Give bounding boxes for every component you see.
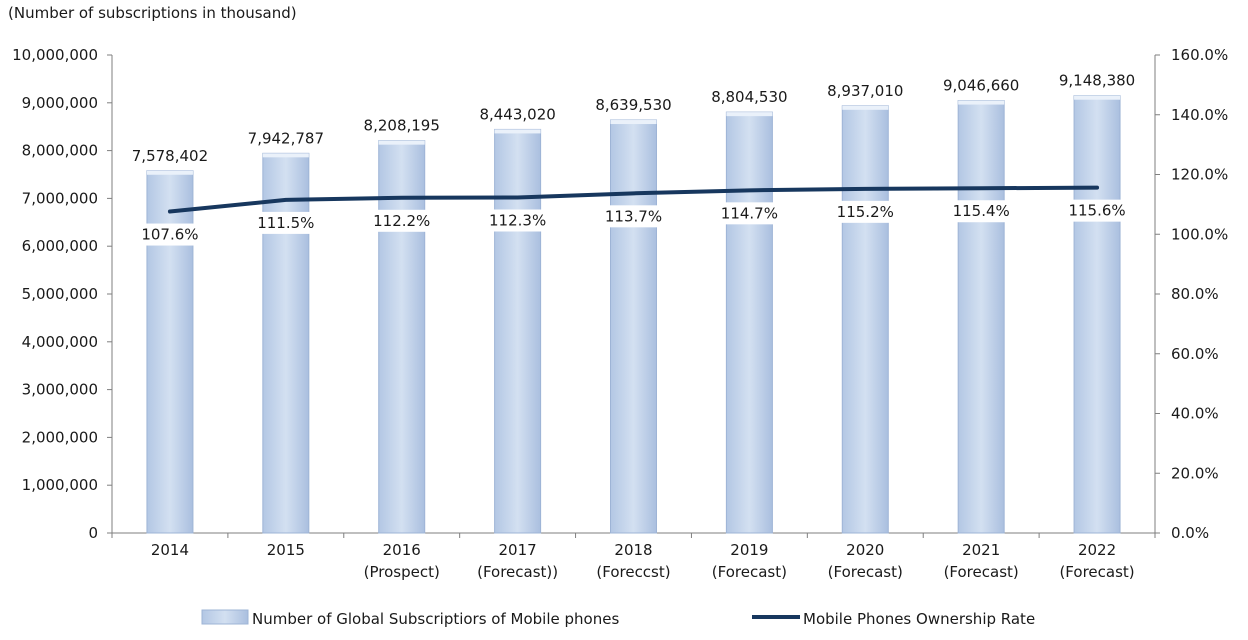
bar-value-label: 8,443,020 (479, 105, 555, 123)
rate-value-label: 113.7% (605, 207, 662, 225)
rate-label-bg (945, 200, 1018, 223)
x-tick-label: 2018 (614, 541, 652, 559)
bar-top-highlight (146, 170, 193, 175)
bar-top-highlight (958, 100, 1005, 105)
bar-value-label: 8,639,530 (595, 96, 671, 114)
bar-value-label: 9,046,660 (943, 77, 1019, 95)
right-tick-label: 60.0% (1171, 345, 1219, 363)
left-tick-label: 3,000,000 (22, 381, 98, 399)
legend-swatch-bars (201, 609, 249, 625)
x-tick-label: (Foreccst) (596, 563, 670, 581)
rate-value-label: 111.5% (257, 214, 314, 232)
left-tick-label: 9,000,000 (22, 94, 98, 112)
bar-top-highlight (378, 140, 425, 145)
x-tick-label: (Forecast) (828, 563, 903, 581)
bar-top-highlight (842, 105, 889, 110)
left-tick-label: 0 (88, 524, 98, 542)
x-tick-label: 2017 (499, 541, 537, 559)
bar-top-highlight (726, 112, 773, 117)
bar-top-highlight (494, 129, 541, 134)
left-tick-label: 4,000,000 (22, 333, 98, 351)
unit-label: (Number of subscriptions in thousand) (8, 4, 297, 22)
rate-label-bg (829, 200, 902, 223)
rate-label-bg (1061, 199, 1134, 222)
rate-value-label: 112.2% (373, 212, 430, 230)
rate-value-label: 115.2% (837, 203, 894, 221)
x-tick-label: 2014 (151, 541, 189, 559)
right-tick-label: 40.0% (1171, 405, 1219, 423)
x-tick-label: (Forecast) (1059, 563, 1134, 581)
left-tick-label: 10,000,000 (12, 46, 98, 64)
right-tick-label: 120.0% (1171, 166, 1228, 184)
rate-label-bg (597, 205, 670, 228)
legend-label-line: Mobile Phones Ownership Rate (803, 610, 1035, 628)
x-tick-label: (Forecast) (712, 563, 787, 581)
rate-label-bg (249, 211, 322, 234)
x-tick-label: 2016 (383, 541, 421, 559)
rate-value-label: 114.7% (721, 204, 778, 222)
right-tick-label: 160.0% (1171, 46, 1228, 64)
left-tick-label: 6,000,000 (22, 237, 98, 255)
x-tick-label: 2021 (962, 541, 1000, 559)
x-tick-label: 2015 (267, 541, 305, 559)
bar (841, 105, 889, 534)
bar-value-label: 8,804,530 (711, 88, 787, 106)
rate-label-bg (713, 202, 786, 225)
x-tick-label: (Forecast) (944, 563, 1019, 581)
bar-top-highlight (610, 120, 657, 125)
rate-value-label: 115.4% (953, 202, 1010, 220)
bar (378, 140, 426, 534)
x-tick-label: (Prospect) (364, 563, 440, 581)
bar-value-label: 7,578,402 (132, 147, 208, 165)
left-tick-label: 1,000,000 (22, 476, 98, 494)
left-tick-label: 5,000,000 (22, 285, 98, 303)
bar (262, 152, 310, 534)
x-tick-label: (Forecast)) (477, 563, 558, 581)
left-tick-label: 2,000,000 (22, 428, 98, 446)
right-tick-label: 20.0% (1171, 464, 1219, 482)
rate-value-label: 107.6% (141, 226, 198, 244)
left-tick-label: 8,000,000 (22, 142, 98, 160)
bar-value-label: 8,937,010 (827, 82, 903, 100)
legend-label-bars: Number of Global Subscriptiors of Mobile… (252, 610, 619, 628)
right-tick-label: 0.0% (1171, 524, 1209, 542)
bar-top-highlight (262, 153, 309, 158)
rate-label-bg (365, 209, 438, 232)
rate-label-bg (133, 223, 206, 246)
rate-value-label: 112.3% (489, 212, 546, 230)
x-tick-label: 2020 (846, 541, 884, 559)
x-tick-label: 2022 (1078, 541, 1116, 559)
right-tick-label: 100.0% (1171, 225, 1228, 243)
left-tick-label: 7,000,000 (22, 189, 98, 207)
bar (725, 111, 773, 534)
bar-value-label: 9,148,380 (1059, 72, 1135, 90)
rate-label-bg (481, 209, 554, 232)
bar (957, 100, 1005, 534)
bar-value-label: 8,208,195 (364, 117, 440, 135)
bar-top-highlight (1074, 95, 1121, 100)
bar (494, 128, 542, 534)
bar-value-label: 7,942,787 (248, 129, 324, 147)
bar (610, 119, 657, 534)
bar (1073, 95, 1121, 534)
right-tick-label: 140.0% (1171, 106, 1228, 124)
right-tick-label: 80.0% (1171, 285, 1219, 303)
ownership-rate-line (167, 185, 1100, 214)
rate-value-label: 115.6% (1068, 202, 1125, 220)
x-tick-label: 2019 (730, 541, 768, 559)
